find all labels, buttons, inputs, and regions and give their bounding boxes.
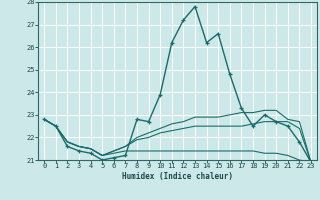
X-axis label: Humidex (Indice chaleur): Humidex (Indice chaleur) — [122, 172, 233, 181]
